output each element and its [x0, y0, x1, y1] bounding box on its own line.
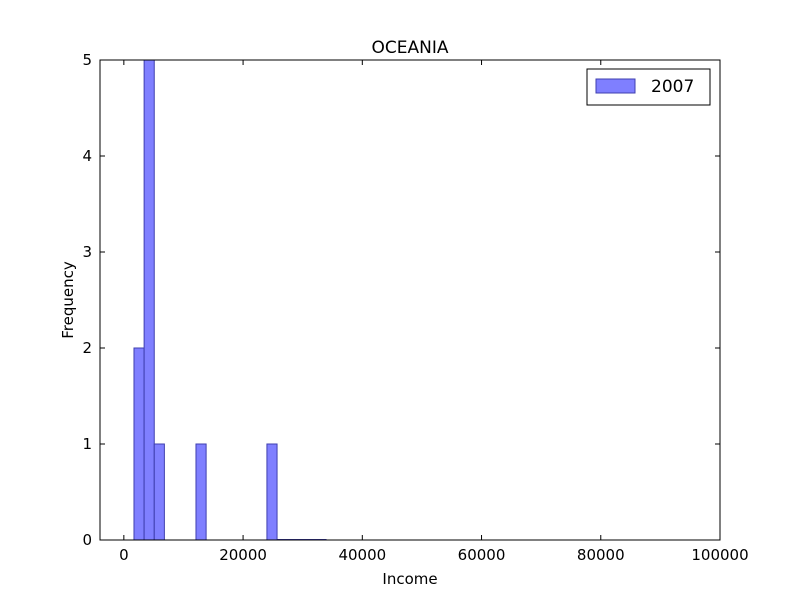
plot-frame [99, 59, 721, 541]
histogram-bar-2 [153, 443, 165, 541]
x-tick-label: 80000 [577, 546, 625, 564]
y-tick-label: 5 [82, 51, 92, 69]
chart-title: OCEANIA [372, 38, 449, 58]
x-tick-label: 40000 [338, 546, 386, 564]
y-tick-label: 3 [82, 243, 92, 261]
x-tick-label: 0 [119, 546, 129, 564]
legend-swatch [595, 78, 636, 94]
histogram-bar-1 [143, 59, 155, 541]
legend-label: 2007 [651, 77, 694, 97]
x-tick-label: 60000 [458, 546, 506, 564]
y-axis-label: Frequency [59, 261, 77, 339]
histogram-bar-4 [266, 443, 278, 541]
x-tick-label: 20000 [219, 546, 267, 564]
y-tick-label: 2 [82, 339, 92, 357]
y-tick-label: 1 [82, 435, 92, 453]
histogram-bar-0 [133, 347, 145, 541]
legend: 2007 [586, 68, 711, 106]
x-tick-label: 100000 [691, 546, 748, 564]
y-tick-label: 0 [82, 531, 92, 549]
x-axis-label: Income [382, 570, 437, 588]
y-tick-label: 4 [82, 147, 92, 165]
histogram-bar-3 [195, 443, 207, 541]
